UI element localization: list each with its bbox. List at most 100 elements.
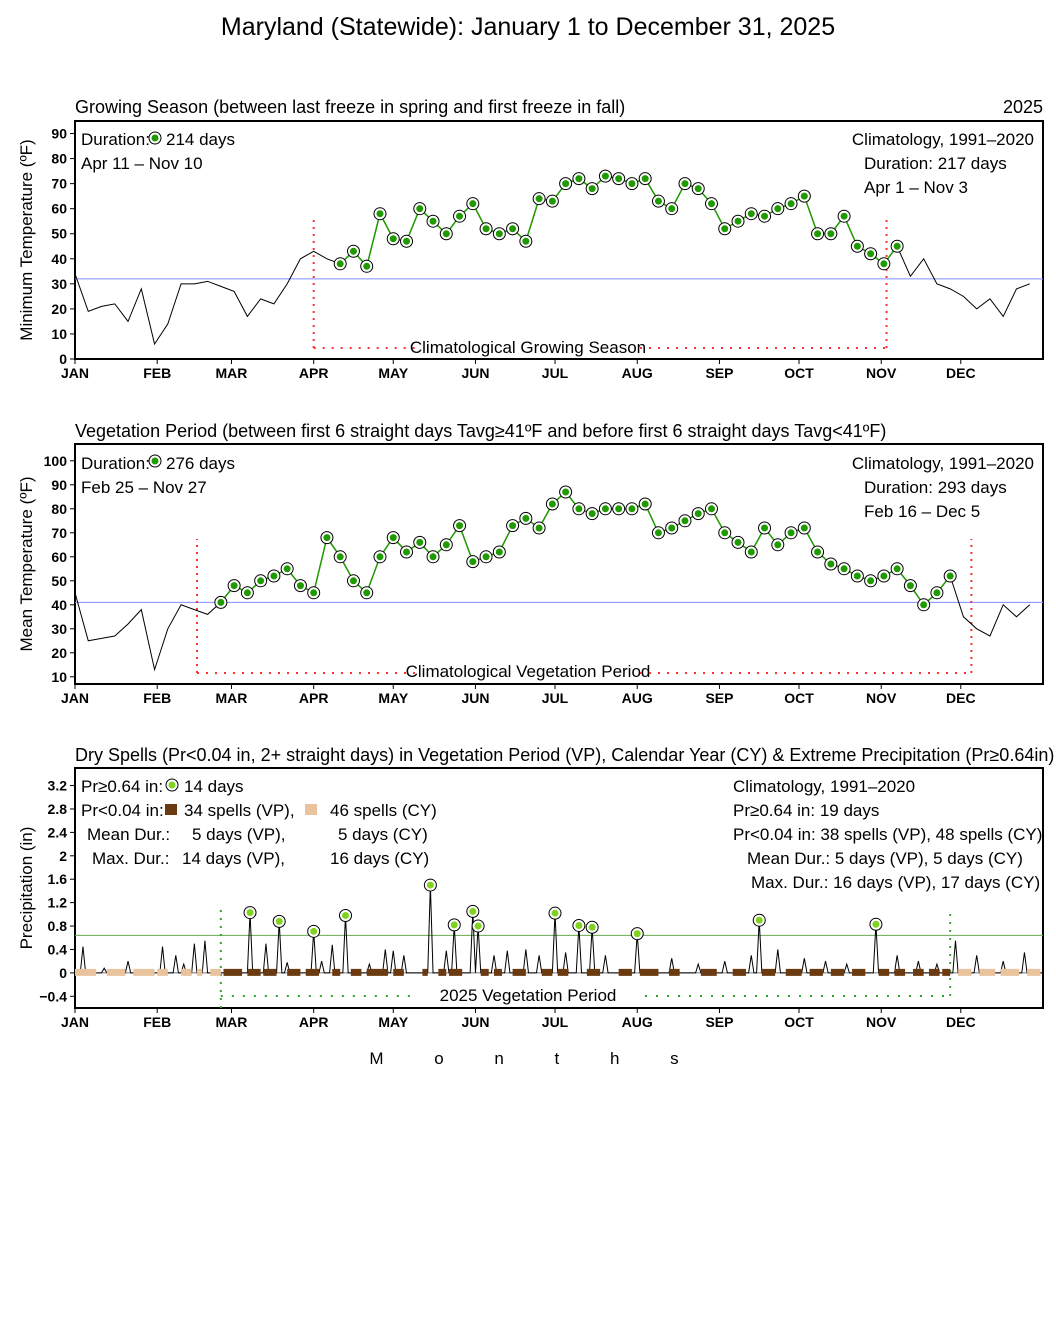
legend-marker bbox=[151, 134, 159, 142]
y-tick-label: 0 bbox=[59, 351, 67, 367]
legend-climatology: Climatology, 1991–2020 bbox=[733, 777, 915, 796]
season-point bbox=[615, 505, 623, 513]
season-point bbox=[270, 572, 278, 580]
dry-spell-vp bbox=[247, 968, 261, 976]
y-tick-label: 90 bbox=[51, 477, 67, 493]
dry-spell-cy bbox=[958, 968, 972, 976]
legend-clim-dates: Feb 16 – Dec 5 bbox=[864, 502, 980, 521]
legend-mean-label: Mean Dur.: bbox=[87, 825, 170, 844]
dry-spell-cy bbox=[75, 968, 97, 976]
x-tick-label-oct: OCT bbox=[784, 365, 814, 381]
legend-clim-duration: Duration: 293 days bbox=[864, 478, 1007, 497]
season-point bbox=[243, 589, 251, 597]
extreme-precip-point bbox=[310, 927, 318, 935]
dry-spell-vp bbox=[541, 968, 553, 976]
extreme-precip-point bbox=[551, 909, 559, 917]
y-tick-label: 70 bbox=[51, 176, 67, 192]
x-tick-label-jun: JUN bbox=[461, 365, 489, 381]
season-point bbox=[389, 534, 397, 542]
extreme-precip-point bbox=[633, 930, 641, 938]
y-tick-label: 0 bbox=[59, 965, 67, 981]
dry-spell-vp bbox=[830, 968, 845, 976]
season-point bbox=[442, 541, 450, 549]
legend-duration-value: 214 days bbox=[166, 130, 235, 149]
y-tick-label: 3.2 bbox=[48, 778, 68, 794]
dry-spell-vp bbox=[263, 968, 277, 976]
season-point bbox=[761, 212, 769, 220]
dry-spell-vp bbox=[287, 968, 301, 976]
season-point bbox=[946, 572, 954, 580]
season-point bbox=[814, 548, 822, 556]
season-point bbox=[522, 514, 530, 522]
season-point bbox=[469, 200, 477, 208]
x-tick-label-jul: JUL bbox=[542, 1014, 569, 1030]
season-point bbox=[389, 235, 397, 243]
season-point bbox=[853, 242, 861, 250]
season-point bbox=[800, 192, 808, 200]
season-point bbox=[363, 589, 371, 597]
legend-extreme-value: 14 days bbox=[184, 777, 244, 796]
season-point bbox=[827, 230, 835, 238]
season-point bbox=[906, 582, 914, 590]
season-point bbox=[707, 505, 715, 513]
season-point bbox=[920, 601, 928, 609]
legend-clim-extreme: Pr≥0.64 in: 19 days bbox=[733, 801, 879, 820]
season-point bbox=[495, 548, 503, 556]
season-point bbox=[867, 250, 875, 258]
season-point bbox=[283, 565, 291, 573]
season-point bbox=[721, 529, 729, 537]
y-tick-label: 60 bbox=[51, 549, 67, 565]
legend-climatology: Climatology, 1991–2020 bbox=[852, 130, 1034, 149]
legend-max-vp: 14 days (VP), bbox=[182, 849, 285, 868]
extreme-precip-point bbox=[469, 907, 477, 915]
dry-spell-cy bbox=[1027, 968, 1041, 976]
dry-spell-vp bbox=[852, 968, 866, 976]
legend-extreme-marker bbox=[168, 781, 176, 789]
extreme-precip-point bbox=[755, 916, 763, 924]
x-tick-label-jan: JAN bbox=[61, 365, 89, 381]
dry-spell-cy bbox=[133, 968, 155, 976]
season-point bbox=[509, 225, 517, 233]
dry-spell-vp bbox=[586, 968, 601, 976]
y-axis-label: Precipitation (in) bbox=[17, 827, 36, 950]
legend-clim-dates: Apr 1 – Nov 3 bbox=[864, 178, 968, 197]
season-point bbox=[456, 522, 464, 530]
season-point bbox=[416, 538, 424, 546]
season-point bbox=[880, 260, 888, 268]
legend-mean-cy: 5 days (CY) bbox=[338, 825, 428, 844]
dry-spell-vp bbox=[422, 968, 428, 976]
dry-spell-vp bbox=[700, 968, 717, 976]
season-point bbox=[800, 524, 808, 532]
x-tick-label-sep: SEP bbox=[705, 690, 733, 706]
extreme-precip-point bbox=[588, 923, 596, 931]
legend-extreme-label: Pr≥0.64 in: bbox=[81, 777, 163, 796]
y-tick-label: 60 bbox=[51, 201, 67, 217]
season-point bbox=[469, 558, 477, 566]
season-point bbox=[853, 572, 861, 580]
legend-dry-label: Pr<0.04 in: bbox=[81, 801, 164, 820]
season-point bbox=[774, 205, 782, 213]
legend-clim-max: Max. Dur.: 16 days (VP), 17 days (CY) bbox=[751, 873, 1040, 892]
season-point bbox=[296, 582, 304, 590]
season-point bbox=[509, 522, 517, 530]
legend-dry-vp: 34 spells (VP), bbox=[184, 801, 295, 820]
y-tick-label: 40 bbox=[51, 597, 67, 613]
season-point bbox=[376, 210, 384, 218]
x-tick-label-jul: JUL bbox=[542, 365, 569, 381]
season-point bbox=[615, 175, 623, 183]
x-tick-label-apr: APR bbox=[299, 690, 329, 706]
panel-title: Vegetation Period (between first 6 strai… bbox=[75, 421, 886, 441]
x-tick-label-mar: MAR bbox=[216, 1014, 248, 1030]
legend-duration-label: Duration: bbox=[81, 454, 150, 473]
season-point bbox=[376, 553, 384, 561]
dry-spell-vp bbox=[438, 968, 447, 976]
season-point bbox=[416, 205, 424, 213]
extreme-precip-point bbox=[575, 921, 583, 929]
y-tick-label: 2.8 bbox=[48, 801, 68, 817]
season-point bbox=[495, 230, 503, 238]
legend-dry-vp-swatch bbox=[165, 804, 177, 815]
panel-title: Dry Spells (Pr<0.04 in, 2+ straight days… bbox=[75, 745, 1054, 765]
season-point bbox=[336, 553, 344, 561]
season-point bbox=[668, 205, 676, 213]
